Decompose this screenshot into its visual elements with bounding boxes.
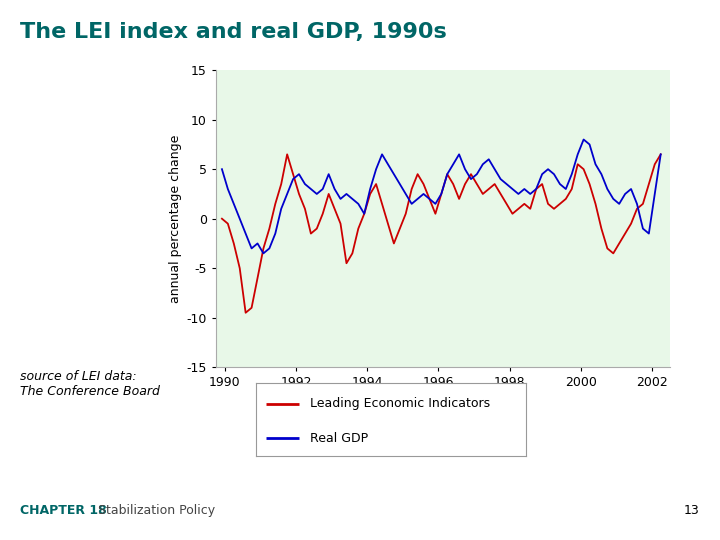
Text: Stabilization Policy: Stabilization Policy — [86, 504, 215, 517]
Text: 13: 13 — [684, 504, 700, 517]
Text: CHAPTER 18: CHAPTER 18 — [20, 504, 107, 517]
Text: The LEI index and real GDP, 1990s: The LEI index and real GDP, 1990s — [20, 22, 447, 42]
Text: Leading Economic Indicators: Leading Economic Indicators — [310, 397, 490, 410]
Y-axis label: annual percentage change: annual percentage change — [169, 134, 182, 303]
Text: Real GDP: Real GDP — [310, 431, 368, 444]
Text: source of LEI data:
The Conference Board: source of LEI data: The Conference Board — [20, 370, 160, 398]
